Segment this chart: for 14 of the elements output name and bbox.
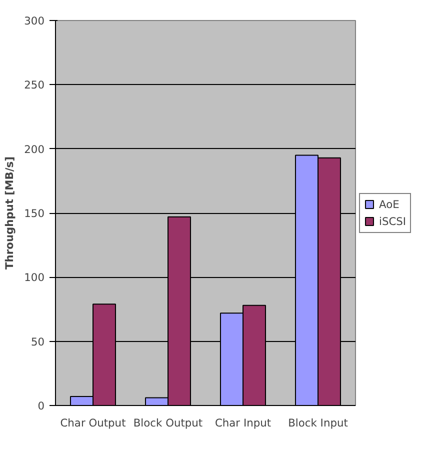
y-tick-label: 150 <box>24 207 45 220</box>
y-tick-label: 50 <box>30 335 45 348</box>
y-tick-label: 100 <box>24 271 45 284</box>
legend-label: AoE <box>379 198 400 210</box>
y-tick-label: 0 <box>38 400 45 412</box>
x-tick-label: Char Output <box>60 416 126 430</box>
y-tick-label: 200 <box>24 142 45 156</box>
x-tick-label: Char Input <box>214 416 272 430</box>
x-tick-label: Block Output <box>133 416 203 430</box>
legend-label: iSCSI <box>379 214 406 228</box>
x-tick-label: Block Input <box>288 416 348 430</box>
y-tick-label: 250 <box>24 78 45 92</box>
y-axis-title: Throughput [MB/s] <box>3 156 16 270</box>
y-tick-label: 300 <box>24 14 45 28</box>
